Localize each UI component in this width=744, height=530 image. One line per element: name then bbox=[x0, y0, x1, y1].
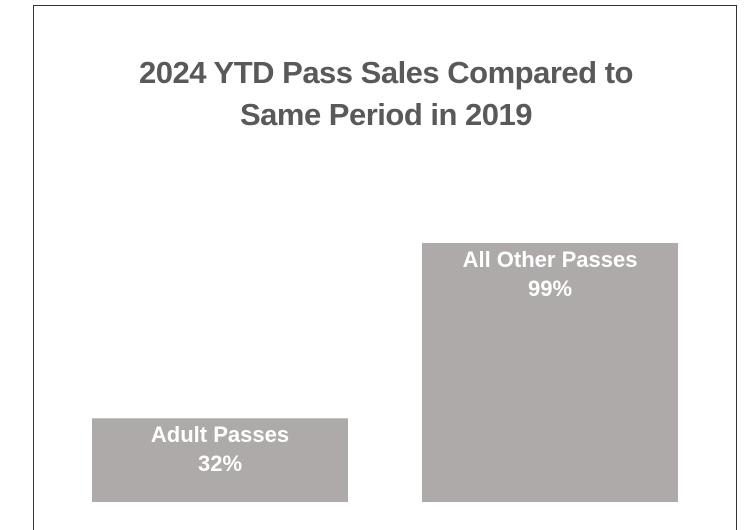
frame bbox=[33, 5, 737, 530]
category-label: All Other Passes bbox=[463, 247, 638, 272]
value-label: 99% bbox=[528, 276, 572, 301]
chart-title: 2024 YTD Pass Sales Compared to Same Per… bbox=[139, 55, 633, 132]
value-label: 32% bbox=[198, 451, 242, 476]
category-label: Adult Passes bbox=[151, 422, 289, 447]
bar bbox=[422, 243, 678, 502]
bar bbox=[92, 418, 348, 502]
